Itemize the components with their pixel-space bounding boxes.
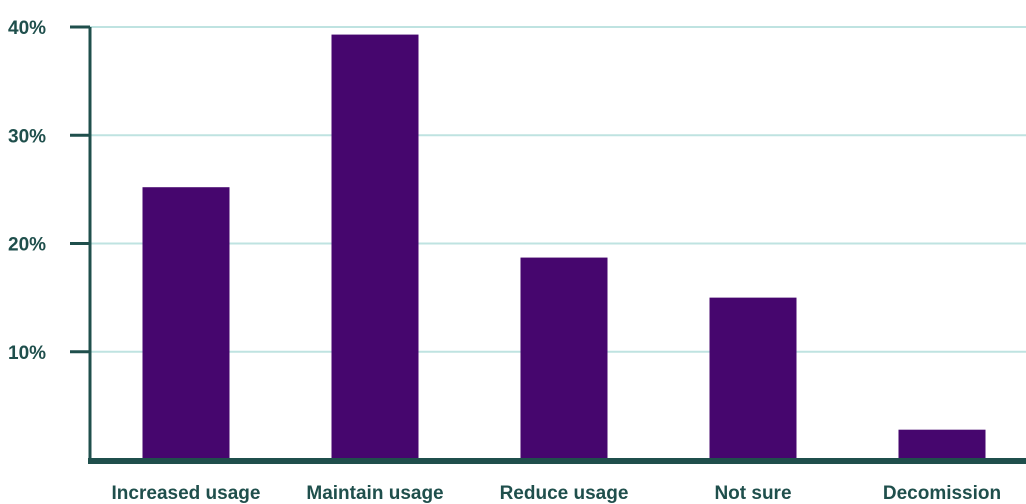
x-category-label: Increased usage xyxy=(112,483,261,504)
x-axis-labels: Increased usage Maintain usage Reduce usag… xyxy=(112,483,1002,504)
y-axis-ticks: 10% 20% 30% 40% xyxy=(8,18,90,364)
y-tick-label: 10% xyxy=(8,343,46,364)
y-tick-label: 40% xyxy=(8,18,46,39)
x-category-label: Maintain usage xyxy=(306,483,443,504)
x-category-label: Not sure xyxy=(714,483,791,504)
y-tick-label: 20% xyxy=(8,235,46,256)
bar xyxy=(331,34,419,460)
axes xyxy=(88,27,1026,464)
y-tick-label: 30% xyxy=(8,126,46,147)
bar xyxy=(709,297,797,460)
bar xyxy=(520,257,608,460)
bar xyxy=(142,187,230,460)
x-category-label: Decomission xyxy=(883,483,1001,504)
x-category-label: Reduce usage xyxy=(500,483,629,504)
bars xyxy=(142,34,986,460)
bar xyxy=(898,429,986,460)
